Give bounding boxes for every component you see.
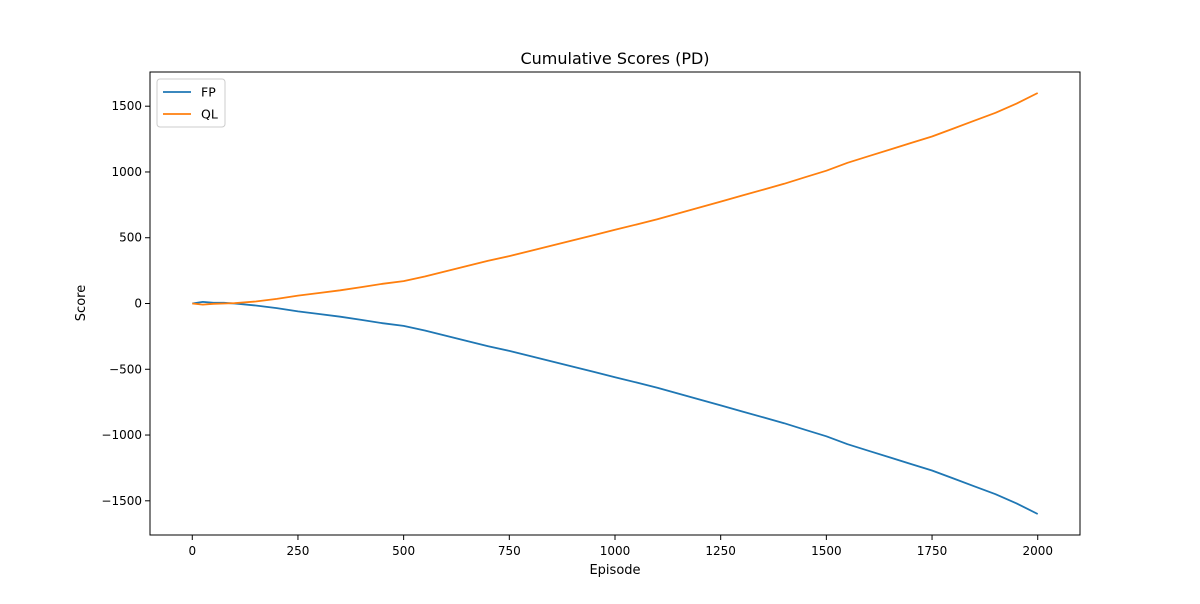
y-tick-label: −1000 [101, 428, 142, 442]
x-tick-label: 250 [287, 544, 310, 558]
legend-box [156, 78, 226, 128]
series-line-fp [192, 300, 1039, 515]
x-tick-label: 750 [498, 544, 521, 558]
x-axis-label: Episode [589, 563, 640, 578]
x-tick-label: 2000 [1022, 544, 1053, 558]
legend-label-fp: FP [201, 85, 216, 100]
x-tick-label: 1750 [917, 544, 948, 558]
x-tick-label: 0 [188, 544, 196, 558]
legend-label-ql: QL [201, 107, 218, 122]
x-tick-label: 1250 [705, 544, 736, 558]
axes: 0 250 500 750 1000 1250 1500 1750 2000 −1500 −1000… [101, 71, 1081, 558]
y-axis-label: Score [74, 285, 89, 321]
plot-frame [149, 71, 1081, 536]
chart-title: Cumulative Scores (PD) [520, 49, 709, 68]
y-tick-label: −500 [109, 362, 142, 376]
y-tick-label: 0 [134, 297, 142, 311]
x-tick-label: 1000 [600, 544, 631, 558]
y-tick-label: 1000 [111, 165, 142, 179]
legend: FP QL [156, 78, 226, 128]
y-tick-label: 500 [119, 231, 142, 245]
x-tick-label: 500 [392, 544, 415, 558]
x-tick-label: 1500 [811, 544, 842, 558]
y-tick-label: 1500 [111, 99, 142, 113]
series-line-ql [192, 92, 1039, 306]
y-tick-label: −1500 [101, 494, 142, 508]
plot-area [192, 92, 1039, 515]
